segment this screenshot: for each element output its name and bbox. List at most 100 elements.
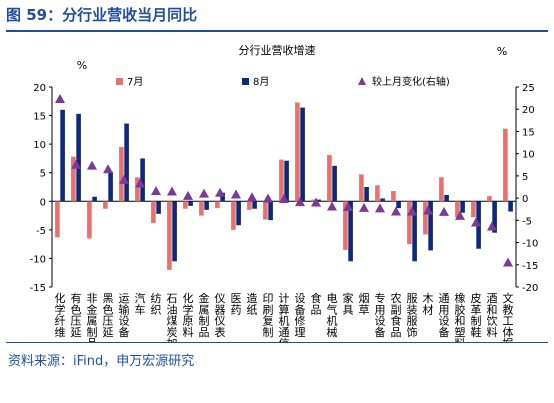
chart-title: 分行业营收增速	[239, 43, 316, 57]
category-label-2: 非金属制品	[87, 292, 98, 342]
bar-aug-21	[396, 201, 401, 209]
y-left-tick-label-3: 5	[40, 169, 46, 180]
bar-aug-2	[92, 196, 97, 202]
category-label-15: 设备修理	[295, 292, 306, 339]
bar-aug-11	[236, 201, 241, 226]
category-label-12: 造纸	[247, 291, 258, 316]
source-rule	[6, 342, 548, 343]
category-label-20: 专用设备	[375, 291, 386, 339]
bar-aug-14	[284, 160, 289, 202]
category-label-21: 农副食品	[391, 291, 402, 339]
category-label-27: 酒和饮料	[487, 292, 498, 339]
category-label-14: 计算机通信	[279, 292, 290, 342]
bar-jul-11	[231, 201, 236, 230]
bar-aug-24	[444, 195, 449, 202]
bar-aug-18	[348, 201, 353, 262]
marker-change-13	[263, 193, 273, 203]
bar-aug-20	[380, 198, 385, 202]
bar-aug-15	[300, 107, 305, 202]
bar-jul-8	[183, 201, 188, 209]
marker-change-6	[151, 186, 161, 195]
bar-aug-25	[460, 201, 465, 213]
category-label-0: 化学纤维	[55, 291, 66, 339]
marker-change-9	[199, 188, 209, 198]
marker-change-5	[135, 178, 145, 188]
y-right-tick-label-4: 5	[522, 172, 528, 183]
bar-jul-24	[439, 177, 444, 202]
category-label-17: 电气机械	[327, 292, 338, 339]
marker-change-11	[231, 189, 241, 199]
category-label-16: 食品	[311, 291, 322, 316]
y-left-tick-label-4: 0	[40, 197, 46, 208]
bar-aug-12	[252, 201, 257, 209]
y-right-tick-label-0: 25	[522, 83, 535, 94]
bar-jul-28	[503, 128, 508, 202]
marker-change-28	[503, 257, 513, 267]
bar-aug-27	[492, 201, 497, 233]
y-right-tick-label-7: -10	[522, 239, 538, 250]
legend-label-aug: 8月	[253, 76, 269, 88]
bar-jul-13	[263, 201, 268, 220]
y-right-tick-label-5: 0	[522, 194, 528, 205]
category-label-19: 烟草	[359, 291, 370, 316]
marker-change-0	[55, 94, 65, 103]
bar-aug-19	[364, 187, 369, 202]
y-left-tick-label-7: -15	[30, 283, 46, 294]
legend-swatch-aug	[242, 78, 249, 85]
bar-jul-6	[151, 201, 156, 223]
figure-title: 图 59：分行业营收当月同比	[6, 6, 198, 24]
legend-swatch-jul	[116, 78, 123, 85]
bar-jul-5	[135, 177, 140, 202]
marker-change-7	[167, 186, 177, 196]
bar-jul-7	[167, 201, 172, 270]
bar-jul-2	[87, 201, 92, 239]
marker-change-2	[87, 160, 97, 170]
category-label-11: 医药	[231, 292, 242, 316]
bar-jul-27	[487, 196, 492, 202]
marker-change-17	[327, 201, 337, 211]
bar-aug-28	[508, 201, 513, 212]
bar-jul-21	[391, 191, 396, 202]
category-label-7: 石油煤炭加工	[167, 292, 178, 342]
marker-change-23	[423, 205, 433, 215]
category-label-6: 纺织	[151, 291, 162, 316]
category-label-1: 有色压延	[71, 291, 82, 339]
marker-change-22	[407, 206, 417, 216]
bar-jul-19	[359, 174, 364, 202]
marker-change-1	[71, 159, 81, 169]
category-label-3: 黑色压延	[103, 292, 114, 339]
bar-jul-14	[279, 159, 284, 202]
category-label-23: 木材	[423, 292, 434, 316]
bar-aug-10	[220, 192, 225, 202]
bar-aug-17	[332, 165, 337, 202]
bar-jul-20	[375, 185, 380, 202]
category-label-26: 皮革制鞋	[471, 292, 482, 339]
bar-aug-1	[76, 113, 81, 202]
bar-jul-9	[199, 201, 204, 216]
y-right-tick-label-8: -15	[522, 261, 538, 272]
marker-change-12	[247, 192, 257, 202]
y-axis-left-unit: %	[77, 59, 87, 72]
bar-aug-9	[204, 201, 209, 210]
marker-change-27	[487, 221, 497, 231]
bar-aug-6	[156, 201, 161, 214]
category-label-18: 家具	[343, 291, 354, 316]
bar-aug-0	[60, 109, 65, 202]
bar-jul-3	[103, 201, 108, 209]
bar-jul-26	[471, 201, 476, 218]
bar-aug-3	[108, 171, 113, 202]
marker-change-19	[359, 202, 369, 212]
category-label-13: 印刷复制	[263, 292, 274, 339]
marker-change-3	[103, 164, 113, 174]
y-left-tick-label-0: 20	[33, 83, 46, 94]
category-label-8: 化学原料	[183, 291, 194, 339]
category-label-22: 服装服饰	[407, 292, 418, 339]
y-right-tick-label-9: -20	[522, 283, 538, 294]
category-label-25: 橡胶和塑料	[455, 292, 466, 342]
y-left-tick-label-1: 15	[33, 112, 46, 123]
bar-jul-22	[407, 201, 412, 245]
marker-change-4	[119, 174, 129, 184]
y-axis-right-unit: %	[497, 45, 507, 58]
legend: 7月 8月 较上月变化(右轴)	[116, 75, 450, 88]
bar-jul-16	[311, 199, 316, 202]
